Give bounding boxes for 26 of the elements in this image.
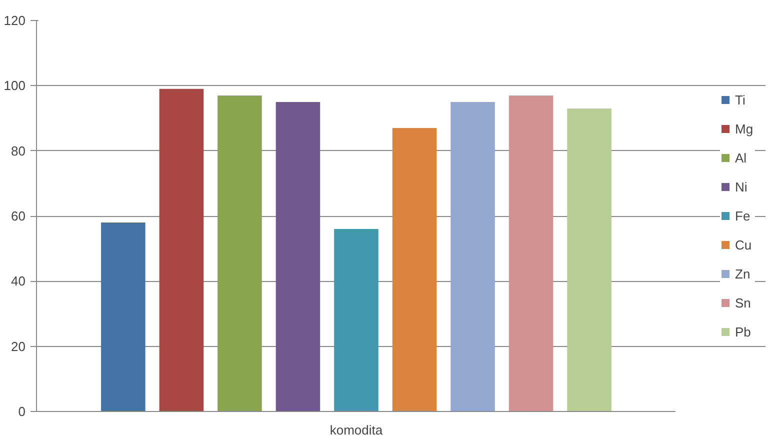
legend-label: Ti — [735, 92, 746, 107]
bar — [334, 229, 378, 412]
y-tick-label: 100 — [4, 78, 26, 94]
bar — [450, 102, 495, 412]
legend-label: Mg — [735, 121, 754, 136]
x-tick-label: komodita — [330, 422, 384, 438]
bar — [392, 128, 437, 412]
bar — [567, 108, 612, 412]
y-tick-label: 60 — [11, 208, 26, 224]
legend-label: Cu — [735, 237, 753, 252]
legend-label: Zn — [735, 266, 752, 281]
bar — [218, 95, 262, 412]
y-tick-label: 20 — [11, 338, 26, 354]
y-tick-label: 80 — [11, 143, 26, 158]
legend-label: Ni — [735, 179, 748, 194]
bar — [101, 222, 146, 412]
legend-label: Al — [735, 150, 748, 165]
y-tick-label: 40 — [11, 274, 26, 289]
bar — [508, 95, 554, 412]
bar — [276, 102, 320, 412]
legend-label: Sn — [735, 295, 752, 310]
y-tick-label: 120 — [4, 13, 26, 28]
bar — [159, 88, 204, 412]
legend-label: Fe — [735, 208, 752, 223]
y-tick-label: 0 — [18, 404, 26, 419]
legend-label: Pb — [735, 324, 752, 339]
